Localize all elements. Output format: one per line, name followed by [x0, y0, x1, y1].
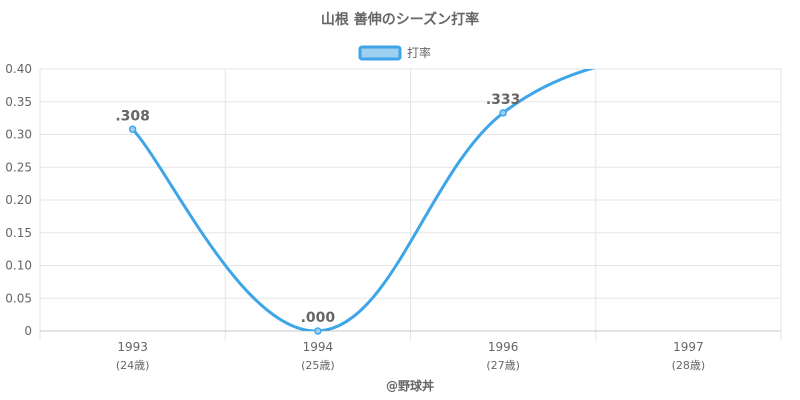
credit-text: @野球丼 [386, 378, 434, 393]
y-tick-label: 0.05 [5, 291, 32, 305]
x-tick-label: 1997 [673, 340, 704, 354]
series-line [131, 69, 596, 331]
x-tick-label: 1993 [117, 340, 148, 354]
x-axis: 1993 (24歳) 1994 (25歳) 1996 (27歳) 1997 (28歳) [116, 340, 705, 372]
gridlines [39, 68, 782, 341]
y-tick-label: 0.15 [5, 226, 32, 240]
y-tick-label: 0.20 [5, 193, 32, 207]
y-tick-label: 0.30 [5, 128, 32, 142]
x-tick-sublabel: (27歳) [486, 359, 520, 372]
x-tick-sublabel: (28歳) [672, 359, 706, 372]
x-tick-sublabel: (24歳) [116, 359, 150, 372]
data-labels: .308 .000 .333 [115, 92, 520, 326]
data-label: .308 [115, 108, 150, 124]
chart-title: 山根 善伸のシーズン打率 [321, 11, 479, 28]
y-tick-label: 0.35 [5, 95, 32, 109]
series-batting-average [131, 69, 596, 331]
legend-label: 打率 [407, 45, 431, 60]
data-point[interactable] [499, 109, 507, 117]
data-points [128, 109, 507, 335]
data-label: .000 [301, 310, 336, 326]
x-tick-label: 1996 [488, 340, 519, 354]
y-tick-label: 0.10 [5, 259, 32, 273]
legend[interactable]: 打率 [358, 45, 431, 61]
data-point[interactable] [314, 327, 322, 335]
x-tick-label: 1994 [303, 340, 334, 354]
y-tick-label: 0.25 [5, 160, 32, 174]
y-tick-label: 0 [24, 324, 32, 338]
data-label: .333 [486, 92, 521, 108]
legend-swatch [358, 45, 402, 61]
y-axis: 0 0.05 0.10 0.15 0.20 0.25 0.30 0.35 0.40 [5, 62, 32, 338]
data-point[interactable] [128, 125, 137, 134]
x-tick-sublabel: (25歳) [301, 359, 335, 372]
y-tick-label: 0.40 [5, 62, 32, 76]
